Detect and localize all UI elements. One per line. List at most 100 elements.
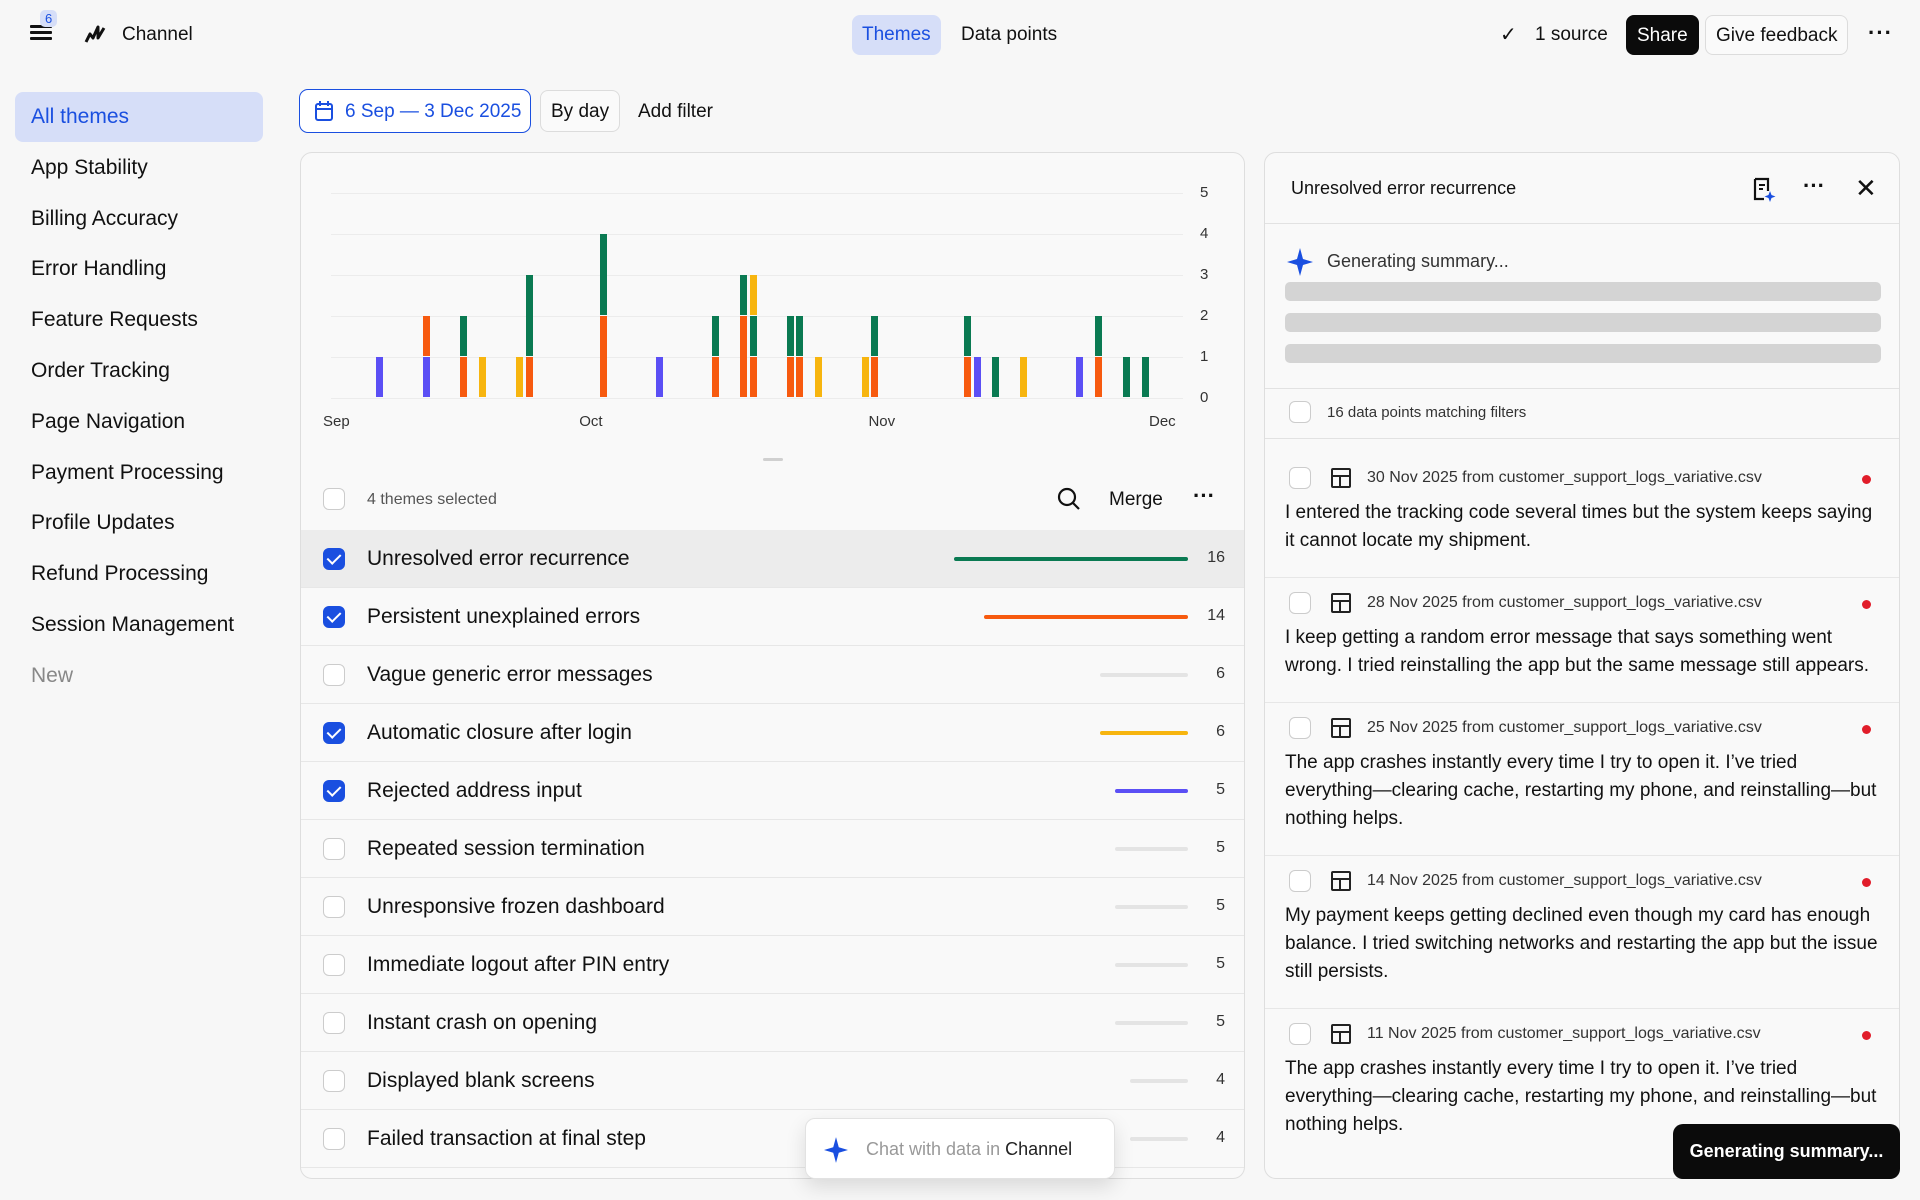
chart-bar-segment[interactable] — [749, 316, 757, 356]
chart-bar-segment[interactable] — [600, 316, 608, 397]
search-icon[interactable] — [1057, 487, 1081, 516]
chart-bar-segment[interactable] — [460, 316, 468, 356]
sidebar-item-new[interactable]: New — [31, 663, 74, 687]
theme-row[interactable]: Immediate logout after PIN entry 5 — [301, 936, 1244, 994]
tab-themes[interactable]: Themes — [852, 15, 941, 55]
chart-bar-segment[interactable] — [423, 357, 431, 397]
theme-checkbox[interactable] — [323, 1070, 345, 1092]
chart-bar-segment[interactable] — [1122, 357, 1130, 397]
summary-doc-icon[interactable] — [1752, 177, 1776, 208]
theme-checkbox[interactable] — [323, 664, 345, 686]
sidebar-item-payment-processing[interactable]: Payment Processing — [31, 460, 224, 484]
chart-bar-segment[interactable] — [1094, 316, 1102, 356]
chart-bar-segment[interactable] — [376, 357, 384, 397]
chart-bar-segment[interactable] — [992, 357, 1000, 397]
theme-checkbox[interactable] — [323, 1128, 345, 1150]
theme-checkbox[interactable] — [323, 606, 345, 628]
chart-bar-segment[interactable] — [796, 316, 804, 356]
chart-bar-segment[interactable] — [525, 275, 533, 356]
chart-bar-segment[interactable] — [460, 357, 468, 397]
theme-row[interactable]: Unresponsive frozen dashboard 5 — [301, 878, 1244, 936]
date-range-button[interactable]: 6 Sep — 3 Dec 2025 — [299, 89, 531, 133]
chart-bar-segment[interactable] — [870, 316, 878, 356]
theme-checkbox[interactable] — [323, 896, 345, 918]
chart-bar-segment[interactable] — [1076, 357, 1084, 397]
chart-bar-segment[interactable] — [1141, 357, 1149, 397]
chart-bar-segment[interactable] — [786, 357, 794, 397]
data-point-checkbox[interactable] — [1289, 717, 1311, 739]
sidebar-item-billing-accuracy[interactable]: Billing Accuracy — [31, 206, 179, 230]
give-feedback-button[interactable]: Give feedback — [1705, 15, 1849, 55]
sidebar-item-all-themes[interactable]: All themes — [15, 92, 263, 142]
chart-bar-segment[interactable] — [1094, 357, 1102, 397]
theme-row[interactable]: Unresolved error recurrence 16 — [301, 530, 1244, 588]
chart-bar-segment[interactable] — [814, 357, 822, 397]
chart-bar-segment[interactable] — [964, 357, 972, 397]
theme-checkbox[interactable] — [323, 722, 345, 744]
sidebar-item-page-navigation[interactable]: Page Navigation — [31, 409, 186, 433]
theme-row[interactable]: Failed transaction at final step 4 — [301, 1110, 1244, 1168]
chart-bar-segment[interactable] — [749, 357, 757, 397]
theme-row[interactable]: Persistent unexplained errors 14 — [301, 588, 1244, 646]
chart-bar-segment[interactable] — [656, 357, 664, 397]
chart-bar-segment[interactable] — [749, 275, 757, 315]
data-point-item[interactable]: 25 Nov 2025 from customer_support_logs_v… — [1265, 717, 1899, 856]
theme-row[interactable]: Instant crash on opening 5 — [301, 994, 1244, 1052]
chart-bar-segment[interactable] — [870, 357, 878, 397]
close-icon[interactable]: ✕ — [1855, 173, 1877, 203]
theme-row[interactable]: Automatic closure after login 6 — [301, 704, 1244, 762]
chart-bar-segment[interactable] — [861, 357, 869, 397]
chart-bar-segment[interactable] — [600, 234, 608, 315]
sidebar-item-session-management[interactable]: Session Management — [31, 613, 235, 636]
data-point-checkbox[interactable] — [1289, 467, 1311, 489]
chart-bar-segment[interactable] — [786, 316, 794, 356]
theme-row[interactable]: Rejected address input 5 — [301, 762, 1244, 820]
source-count[interactable]: 1 source — [1535, 24, 1608, 45]
sidebar-item-profile-updates[interactable]: Profile Updates — [31, 511, 175, 535]
theme-row[interactable]: Vague generic error messages 6 — [301, 646, 1244, 704]
chart-bar-segment[interactable] — [712, 357, 720, 397]
theme-checkbox[interactable] — [323, 780, 345, 802]
share-button[interactable]: Share — [1626, 15, 1699, 55]
theme-checkbox[interactable] — [323, 838, 345, 860]
merge-button[interactable]: Merge — [1109, 489, 1163, 510]
data-point-item[interactable]: 30 Nov 2025 from customer_support_logs_v… — [1265, 467, 1899, 578]
chart-bar-segment[interactable] — [964, 316, 972, 356]
chart-bar-segment[interactable] — [973, 357, 981, 397]
data-point-checkbox[interactable] — [1289, 592, 1311, 614]
more-options-icon[interactable]: ··· — [1868, 20, 1893, 45]
theme-checkbox[interactable] — [323, 548, 345, 570]
chat-with-data-button[interactable]: Chat with data in Channel — [805, 1118, 1115, 1179]
data-point-checkbox[interactable] — [1289, 870, 1311, 892]
data-point-item[interactable]: 28 Nov 2025 from customer_support_logs_v… — [1265, 592, 1899, 703]
sidebar-item-app-stability[interactable]: App Stability — [31, 155, 148, 179]
chart-bar-segment[interactable] — [516, 357, 524, 397]
theme-row[interactable]: Repeated session termination 5 — [301, 820, 1244, 878]
panel-more-icon[interactable]: ··· — [1803, 173, 1825, 198]
data-point-checkbox[interactable] — [1289, 1023, 1311, 1045]
select-all-checkbox[interactable] — [323, 488, 345, 510]
theme-row[interactable]: Displayed blank screens 4 — [301, 1052, 1244, 1110]
sidebar-item-refund-processing[interactable]: Refund Processing — [31, 562, 209, 586]
resize-handle[interactable] — [763, 458, 783, 461]
sidebar-item-error-handling[interactable]: Error Handling — [31, 257, 167, 281]
chart-bar-segment[interactable] — [479, 357, 487, 397]
add-filter-button[interactable]: Add filter — [638, 101, 713, 122]
chart-bar-segment[interactable] — [525, 357, 533, 397]
data-point-item[interactable]: 11 Nov 2025 from customer_support_logs_v… — [1265, 1023, 1899, 1162]
select-all-datapoints-checkbox[interactable] — [1289, 401, 1311, 423]
chart-bar-segment[interactable] — [796, 357, 804, 397]
chart-bar-segment[interactable] — [740, 275, 748, 315]
theme-checkbox[interactable] — [323, 1012, 345, 1034]
chart-bar-segment[interactable] — [740, 316, 748, 397]
tab-data-points[interactable]: Data points — [961, 24, 1058, 45]
theme-checkbox[interactable] — [323, 954, 345, 976]
sidebar-item-feature-requests[interactable]: Feature Requests — [31, 308, 198, 332]
chart-bar-segment[interactable] — [1020, 357, 1028, 397]
list-more-icon[interactable]: ··· — [1193, 483, 1215, 508]
menu-icon[interactable] — [30, 22, 52, 44]
sidebar-item-order-tracking[interactable]: Order Tracking — [31, 359, 170, 382]
chart-bar-segment[interactable] — [712, 316, 720, 356]
chart-bar-segment[interactable] — [423, 316, 431, 356]
data-point-item[interactable]: 14 Nov 2025 from customer_support_logs_v… — [1265, 870, 1899, 1009]
